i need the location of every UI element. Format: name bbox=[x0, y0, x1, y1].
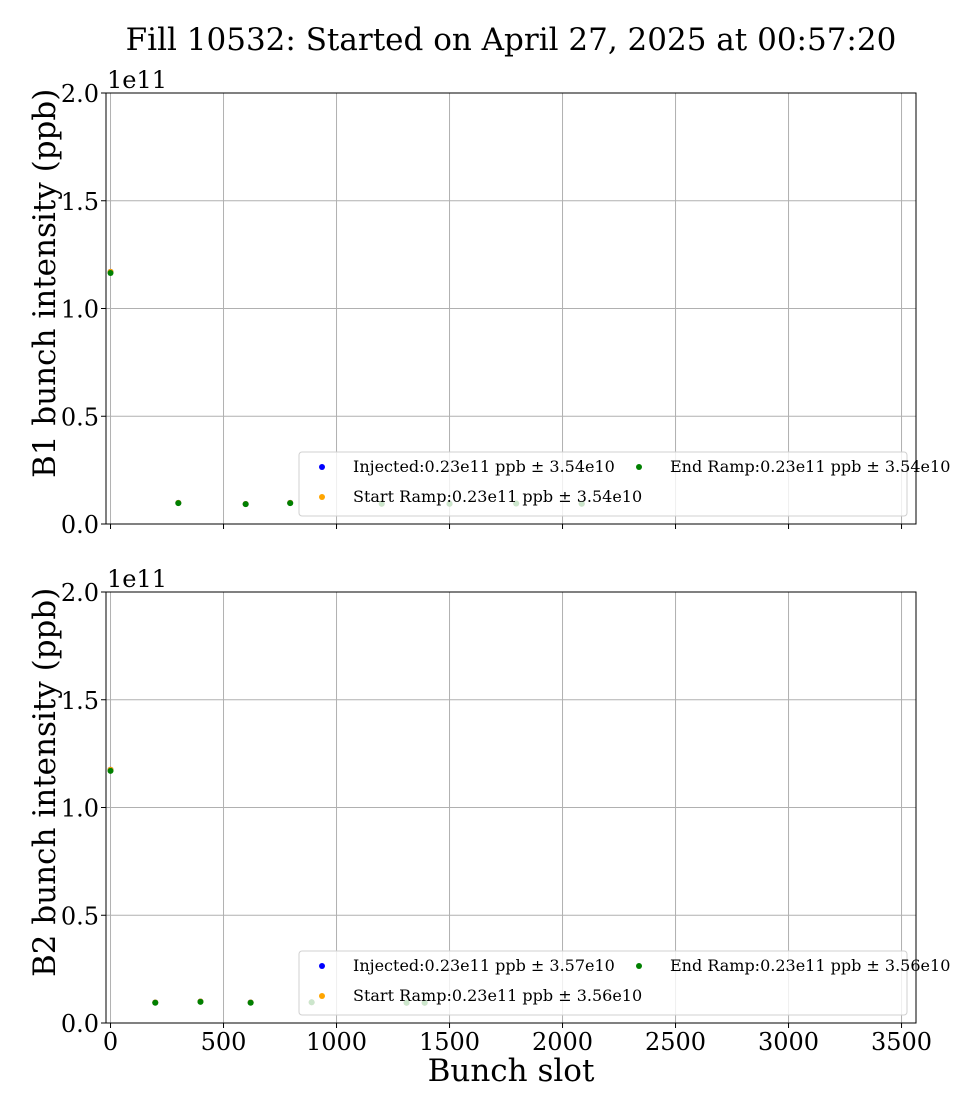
b1-end-ramp-point bbox=[175, 500, 182, 507]
b1-y-tick-label: 0.5 bbox=[61, 403, 99, 431]
chart-title: Fill 10532: Started on April 27, 2025 at… bbox=[125, 22, 897, 58]
b2-end-ramp-point bbox=[197, 998, 204, 1005]
b2-y-tick-label: 1.0 bbox=[61, 795, 99, 823]
b2-scale-label: 1e11 bbox=[107, 565, 168, 593]
b2-legend-label-injected: Injected:0.23e11 ppb ± 3.57e10 bbox=[353, 956, 615, 975]
b2-end-ramp-point bbox=[107, 767, 114, 774]
b1-end-ramp-point bbox=[107, 269, 114, 276]
b2-y-tick-label: 1.5 bbox=[61, 687, 99, 715]
b1-y-tick-label: 1.0 bbox=[61, 296, 99, 324]
b2-legend-marker-injected bbox=[319, 963, 325, 969]
b2-legend-label-start-ramp: Start Ramp:0.23e11 ppb ± 3.56e10 bbox=[353, 986, 642, 1005]
b2-x-tick-label: 0 bbox=[103, 1028, 118, 1056]
b2-end-ramp-point bbox=[152, 999, 159, 1006]
b1-legend-label-injected: Injected:0.23e11 ppb ± 3.54e10 bbox=[353, 457, 615, 476]
b2-legend-marker-end-ramp bbox=[636, 963, 642, 969]
b2-x-tick-label: 500 bbox=[201, 1028, 247, 1056]
b1-scale-label: 1e11 bbox=[107, 66, 168, 94]
b1-y-tick-label: 2.0 bbox=[61, 80, 99, 108]
b1-end-ramp-point bbox=[287, 500, 294, 507]
b1-legend-box bbox=[298, 451, 908, 517]
b2-x-tick-label: 3500 bbox=[871, 1028, 932, 1056]
b1-legend-label-end-ramp: End Ramp:0.23e11 ppb ± 3.54e10 bbox=[670, 457, 950, 476]
b2-x-tick-label: 2000 bbox=[532, 1028, 593, 1056]
b2-x-tick-label: 3000 bbox=[758, 1028, 819, 1056]
b2-x-tick-label: 1500 bbox=[419, 1028, 480, 1056]
x-axis-label: Bunch slot bbox=[427, 1053, 595, 1089]
b1-legend-label-start-ramp: Start Ramp:0.23e11 ppb ± 3.54e10 bbox=[353, 487, 642, 506]
b1-end-ramp-point bbox=[242, 501, 249, 508]
b2-y-tick-label: 2.0 bbox=[61, 579, 99, 607]
b2-x-tick-label: 1000 bbox=[306, 1028, 367, 1056]
b1-y-tick-label: 1.5 bbox=[61, 188, 99, 216]
b2-legend-marker-start-ramp bbox=[319, 993, 325, 999]
b1-legend-marker-injected bbox=[319, 464, 325, 470]
b2-legend-box bbox=[298, 950, 908, 1016]
b2-legend-label-end-ramp: End Ramp:0.23e11 ppb ± 3.56e10 bbox=[670, 956, 950, 975]
b2-end-ramp-point bbox=[247, 999, 254, 1006]
b2-x-tick-label: 2500 bbox=[645, 1028, 706, 1056]
b2-y-tick-label: 0.5 bbox=[61, 902, 99, 930]
b1-y-tick-label: 0.0 bbox=[61, 511, 99, 539]
b1-legend-marker-start-ramp bbox=[319, 494, 325, 500]
b1-legend-marker-end-ramp bbox=[636, 464, 642, 470]
b2-y-tick-label: 0.0 bbox=[61, 1010, 99, 1038]
